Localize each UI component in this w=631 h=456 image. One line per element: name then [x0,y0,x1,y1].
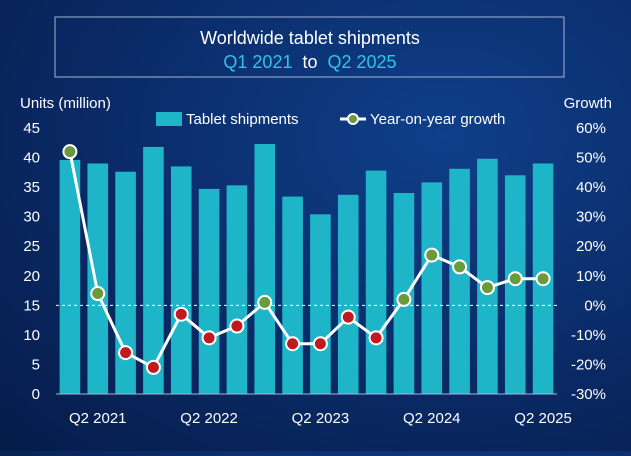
growth-line [68,151,544,369]
y-left-tick-label: 0 [32,386,40,403]
x-tick-label: Q2 2021 [69,410,127,427]
y-left-tick-label: 40 [23,150,40,167]
growth-marker-q4-2021 [145,359,161,375]
x-tick-label: Q2 2023 [292,410,350,427]
legend-line-marker [347,113,359,125]
y-right-tick-label: -20% [571,356,606,373]
bar-q2-2022 [198,188,220,394]
bar-q4-2022 [254,143,276,394]
growth-marker-q4-2022 [257,294,273,310]
growth-marker-q2-2021 [90,286,106,302]
title-box [54,16,565,78]
growth-marker-q2-2022 [201,330,217,346]
growth-markers [62,144,551,375]
legend-line-label: Year-on-year growth [370,111,505,128]
y-right-tick-label: 30% [576,209,606,226]
growth-marker-q1-2024 [396,291,412,307]
legend-bar-label: Tablet shipments [186,111,299,128]
bar-q1-2022 [170,166,192,394]
x-tick-label: Q2 2022 [180,410,238,427]
bar-q1-2021 [59,159,81,394]
y-left-tick-label: 10 [23,327,40,344]
y-right-axis-title: Growth [564,95,612,112]
y-right-tick-label: 60% [576,120,606,137]
bar-q3-2023 [337,194,359,394]
y-left-tick-label: 45 [23,120,40,137]
y-left-tick-label: 15 [23,297,40,314]
subtitle-to-word: to [302,52,317,72]
chart-subtitle: Q1 2021 to Q2 2025 [223,52,396,72]
y-left-tick-label: 20 [23,268,40,285]
legend-bar-swatch [156,112,182,126]
growth-marker-q3-2024 [452,259,468,275]
y-right-tick-label: 40% [576,179,606,196]
growth-marker-q2-2023 [312,336,328,352]
bar-q4-2024 [477,158,498,394]
y-left-tick-label: 30 [23,209,40,226]
y-left-tick-label: 35 [23,179,40,196]
y-right-tick-label: 10% [576,268,606,285]
growth-marker-q1-2025 [507,271,523,287]
y-right-tick-label: -30% [571,386,606,403]
y-right-tick-label: 20% [576,238,606,255]
bar-q2-2024 [421,182,443,394]
growth-marker-q1-2023 [285,336,301,352]
y-right-tick-label: 50% [576,150,606,167]
y-right-tick-label: -10% [571,327,606,344]
bar-q4-2021 [143,146,164,394]
x-tick-label: Q2 2025 [514,410,572,427]
growth-marker-q3-2023 [340,309,356,325]
chart-title: Worldwide tablet shipments [200,28,420,48]
y-right-ticks: -30% -20% -10% 0% 10% 20% 30% 40% 50% 60% [571,120,606,403]
y-left-axis-title: Units (million) [20,95,111,112]
bar-q1-2023 [282,196,303,394]
bar-q3-2022 [226,185,248,394]
bar-q2-2021 [87,163,109,394]
growth-marker-q2-2025 [535,271,551,287]
bar-q4-2023 [365,170,387,394]
growth-marker-q4-2023 [368,330,384,346]
growth-marker-q3-2022 [229,318,245,334]
bar-q3-2024 [449,168,470,394]
x-tick-label: Q2 2024 [403,410,461,427]
y-right-tick-label: 0% [584,297,606,314]
subtitle-to: Q2 2025 [328,52,397,72]
growth-marker-q2-2024 [424,247,440,263]
legend: Tablet shipments Year-on-year growth [156,111,505,128]
growth-marker-q1-2021 [62,144,78,160]
bar-q2-2023 [310,214,331,394]
growth-marker-q4-2024 [479,280,495,296]
subtitle-from: Q1 2021 [223,52,292,72]
bar-q3-2021 [115,171,136,394]
growth-marker-q1-2022 [173,306,189,322]
growth-marker-q3-2021 [118,345,134,361]
y-left-tick-label: 5 [32,356,40,373]
y-left-ticks: 0 5 10 15 20 25 30 35 40 45 [23,120,40,403]
y-left-tick-label: 25 [23,238,40,255]
x-ticks: Q2 2021 Q2 2022 Q2 2023 Q2 2024 Q2 2025 [69,410,572,427]
bars [59,143,554,394]
